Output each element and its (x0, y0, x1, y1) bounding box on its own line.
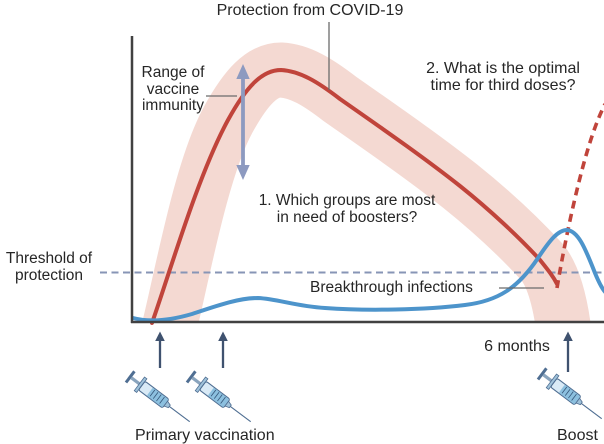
syringe-icon-primary-dose-1 (123, 368, 196, 430)
up-arrow-icon (155, 331, 165, 368)
threshold-of-protection-label: Threshold of protection (5, 250, 93, 284)
syringe-icon-primary-dose-2 (184, 368, 257, 430)
up-arrow-icon (563, 331, 573, 372)
six-months-label: 6 months (484, 338, 550, 355)
up-arrow-icon (218, 331, 228, 368)
breakthrough-infections-label: Breakthrough infections (310, 279, 473, 296)
dose-arrows (155, 331, 573, 372)
range-of-vaccine-immunity-label: Range of vaccine immunity (141, 64, 205, 114)
double-arrow-icon (236, 64, 250, 180)
question-1-label: 1. Which groups are most in need of boos… (258, 192, 436, 226)
protection-curve (150, 67, 559, 325)
boost-projection-dashed-curve (555, 103, 604, 289)
chart-title: Protection from COVID-19 (216, 2, 404, 19)
syringe-icon-boost (535, 365, 604, 427)
primary-vaccination-label: Primary vaccination (135, 427, 275, 444)
breakthrough-curve (131, 227, 604, 323)
boost-label: Boost (557, 427, 598, 444)
question-2-label: 2. What is the optimal time for third do… (426, 60, 580, 94)
